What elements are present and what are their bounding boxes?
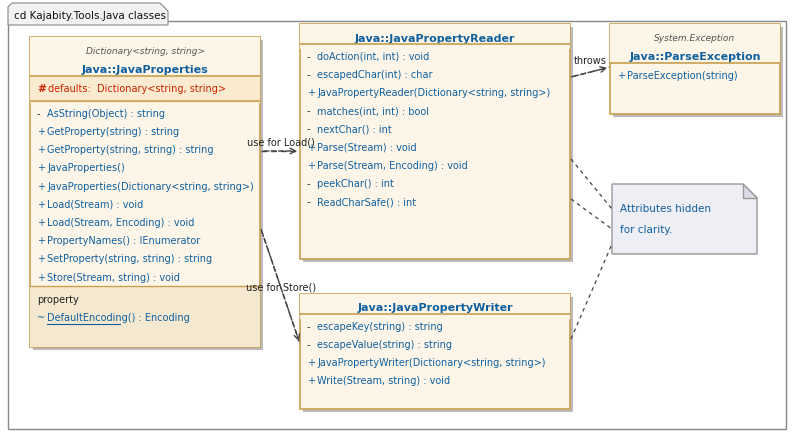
Text: AsString(Object) : string: AsString(Object) : string bbox=[47, 108, 165, 118]
Text: escapeValue(string) : string: escapeValue(string) : string bbox=[317, 339, 452, 349]
Text: +: + bbox=[307, 357, 315, 367]
Text: -: - bbox=[307, 179, 310, 189]
Text: +: + bbox=[37, 145, 45, 155]
Text: throws: throws bbox=[573, 56, 607, 66]
Text: ParseException(string): ParseException(string) bbox=[627, 70, 738, 80]
Text: +: + bbox=[617, 70, 625, 80]
Text: -: - bbox=[307, 339, 310, 349]
Text: -: - bbox=[37, 108, 40, 118]
Text: Store(Stream, string) : void: Store(Stream, string) : void bbox=[47, 272, 180, 282]
Text: -: - bbox=[307, 321, 310, 331]
Text: escapeKey(string) : string: escapeKey(string) : string bbox=[317, 321, 443, 331]
Text: doAction(int, int) : void: doAction(int, int) : void bbox=[317, 52, 430, 62]
Text: JavaPropertyWriter(Dictionary<string, string>): JavaPropertyWriter(Dictionary<string, st… bbox=[317, 357, 545, 367]
Text: +: + bbox=[37, 127, 45, 137]
Text: +: + bbox=[307, 161, 315, 171]
Text: cd Kajabity.Tools.Java classes: cd Kajabity.Tools.Java classes bbox=[14, 11, 166, 21]
Text: escapedChar(int) : char: escapedChar(int) : char bbox=[317, 70, 433, 80]
Text: Java::ParseException: Java::ParseException bbox=[630, 52, 761, 62]
Text: ReadCharSafe() : int: ReadCharSafe() : int bbox=[317, 197, 416, 207]
Text: GetProperty(string, string) : string: GetProperty(string, string) : string bbox=[47, 145, 214, 155]
Bar bbox=[30, 38, 260, 76]
Text: Parse(Stream) : void: Parse(Stream) : void bbox=[317, 142, 417, 152]
Bar bbox=[300, 25, 570, 260]
Text: PropertyNames() : IEnumerator: PropertyNames() : IEnumerator bbox=[47, 236, 200, 246]
Bar bbox=[300, 294, 570, 409]
Text: peekChar() : int: peekChar() : int bbox=[317, 179, 394, 189]
Text: +: + bbox=[37, 254, 45, 264]
Text: defaults:  Dictionary<string, string>: defaults: Dictionary<string, string> bbox=[48, 84, 226, 94]
Polygon shape bbox=[612, 184, 757, 254]
Text: -: - bbox=[307, 70, 310, 80]
Bar bbox=[30, 76, 260, 103]
Text: Java::JavaPropertyReader: Java::JavaPropertyReader bbox=[355, 33, 515, 43]
Text: Parse(Stream, Encoding) : void: Parse(Stream, Encoding) : void bbox=[317, 161, 468, 171]
Text: +: + bbox=[307, 88, 315, 98]
Bar bbox=[300, 294, 570, 319]
Text: +: + bbox=[37, 236, 45, 246]
Text: -: - bbox=[307, 106, 310, 116]
Text: JavaProperties(Dictionary<string, string>): JavaProperties(Dictionary<string, string… bbox=[47, 181, 254, 191]
Text: nextChar() : int: nextChar() : int bbox=[317, 124, 391, 134]
Text: +: + bbox=[37, 217, 45, 227]
Text: use for Store(): use for Store() bbox=[246, 283, 316, 293]
Text: +: + bbox=[37, 163, 45, 173]
Bar bbox=[303, 28, 573, 263]
Polygon shape bbox=[8, 4, 168, 26]
Text: Write(Stream, string) : void: Write(Stream, string) : void bbox=[317, 375, 450, 385]
Text: ~: ~ bbox=[37, 312, 45, 322]
Text: -: - bbox=[307, 197, 310, 207]
Text: Load(Stream) : void: Load(Stream) : void bbox=[47, 199, 143, 209]
Text: System.Exception: System.Exception bbox=[654, 34, 735, 43]
Text: DefaultEncoding() : Encoding: DefaultEncoding() : Encoding bbox=[47, 312, 190, 322]
Bar bbox=[610, 25, 780, 62]
Text: #: # bbox=[37, 84, 46, 94]
Bar bbox=[30, 286, 260, 347]
Text: SetProperty(string, string) : string: SetProperty(string, string) : string bbox=[47, 254, 212, 264]
Text: Dictionary<string, string>: Dictionary<string, string> bbox=[86, 47, 205, 56]
Text: for clarity.: for clarity. bbox=[620, 225, 673, 235]
Text: property: property bbox=[37, 294, 79, 304]
Text: JavaProperties(): JavaProperties() bbox=[47, 163, 125, 173]
Bar bbox=[300, 25, 570, 50]
Text: GetProperty(string) : string: GetProperty(string) : string bbox=[47, 127, 179, 137]
Text: Java::JavaPropertyWriter: Java::JavaPropertyWriter bbox=[357, 303, 513, 313]
Text: Load(Stream, Encoding) : void: Load(Stream, Encoding) : void bbox=[47, 217, 195, 227]
Bar bbox=[33, 41, 263, 350]
Text: JavaPropertyReader(Dictionary<string, string>): JavaPropertyReader(Dictionary<string, st… bbox=[317, 88, 550, 98]
Bar bbox=[613, 28, 783, 118]
Text: matches(int, int) : bool: matches(int, int) : bool bbox=[317, 106, 429, 116]
Text: +: + bbox=[37, 199, 45, 209]
Bar bbox=[303, 297, 573, 412]
Text: use for Load(): use for Load() bbox=[247, 138, 315, 148]
Text: Java::JavaProperties: Java::JavaProperties bbox=[82, 65, 208, 75]
Bar bbox=[610, 25, 780, 115]
Text: +: + bbox=[37, 272, 45, 282]
Bar bbox=[30, 38, 260, 347]
Text: -: - bbox=[307, 124, 310, 134]
Text: +: + bbox=[307, 375, 315, 385]
Text: -: - bbox=[307, 52, 310, 62]
Text: +: + bbox=[307, 142, 315, 152]
Text: +: + bbox=[37, 181, 45, 191]
Polygon shape bbox=[743, 184, 757, 198]
Text: Attributes hidden: Attributes hidden bbox=[620, 204, 711, 214]
